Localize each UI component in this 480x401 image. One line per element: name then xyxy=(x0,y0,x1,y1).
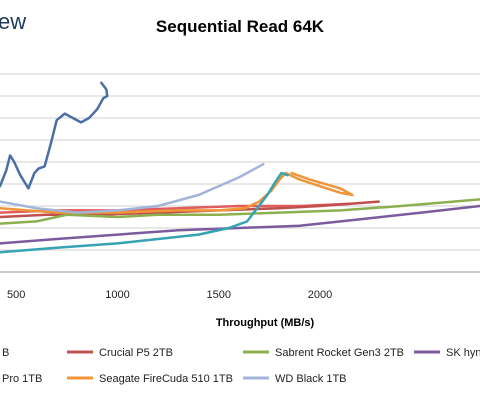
series-line xyxy=(0,198,480,225)
series-line xyxy=(0,171,354,214)
series-line xyxy=(0,81,109,190)
legend-label: WD Black 1TB xyxy=(275,373,347,385)
legend: B Crucial P5 2TB Sabrent Rocket Gen3 2TB SK… xyxy=(2,347,480,385)
x-tick-label: 1500 xyxy=(206,289,230,301)
x-tick-label: 1000 xyxy=(105,289,129,301)
series-line xyxy=(0,162,265,214)
series-line xyxy=(0,204,480,245)
x-tick-label: 2000 xyxy=(308,289,332,301)
series-line xyxy=(0,171,289,254)
legend-label: Crucial P5 2TB xyxy=(99,347,173,359)
legend-label: SK hyni xyxy=(446,347,480,359)
x-axis-label: Throughput (MB/s) xyxy=(216,317,315,329)
legend-label: Sabrent Rocket Gen3 2TB xyxy=(275,347,404,359)
logo-text: ew xyxy=(0,9,26,34)
series-layer xyxy=(0,81,480,254)
x-tick-label: 500 xyxy=(7,289,25,301)
gridlines xyxy=(0,73,480,273)
legend-label: Seagate FireCuda 510 1TB xyxy=(99,373,233,385)
legend-label: Pro 1TB xyxy=(2,373,42,385)
x-axis: 500 1000 1500 2000 xyxy=(7,289,332,301)
chart-title: Sequential Read 64K xyxy=(156,17,325,36)
legend-label: B xyxy=(2,347,9,359)
